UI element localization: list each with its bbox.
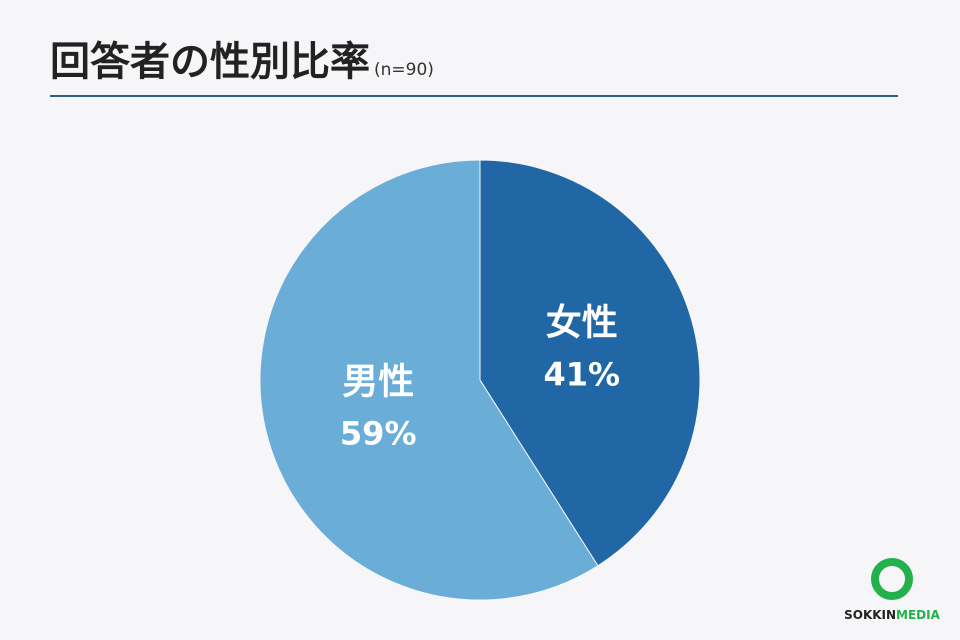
value-label: 41% — [543, 355, 620, 393]
logo-text: SOKKINMEDIA — [844, 608, 941, 622]
slice-label: 女性 — [546, 302, 618, 343]
logo-text-1: SOKKIN — [844, 608, 896, 622]
subtitle: (n=90) — [374, 60, 434, 80]
title-text: 回答者の性別比率 — [50, 39, 370, 85]
pie-slice — [259, 159, 599, 601]
logo-text-2: MEDIA — [896, 608, 941, 622]
pie: 女性 41% 男性 59% — [259, 159, 701, 601]
logo-ring — [871, 558, 913, 600]
slice-label: 男性 — [342, 362, 414, 403]
chart-title: 回答者の性別比率 (n=90) — [50, 39, 434, 85]
logo: SOKKINMEDIA — [844, 558, 941, 622]
value-label: 59% — [340, 415, 417, 453]
pie-slice — [479, 159, 701, 567]
